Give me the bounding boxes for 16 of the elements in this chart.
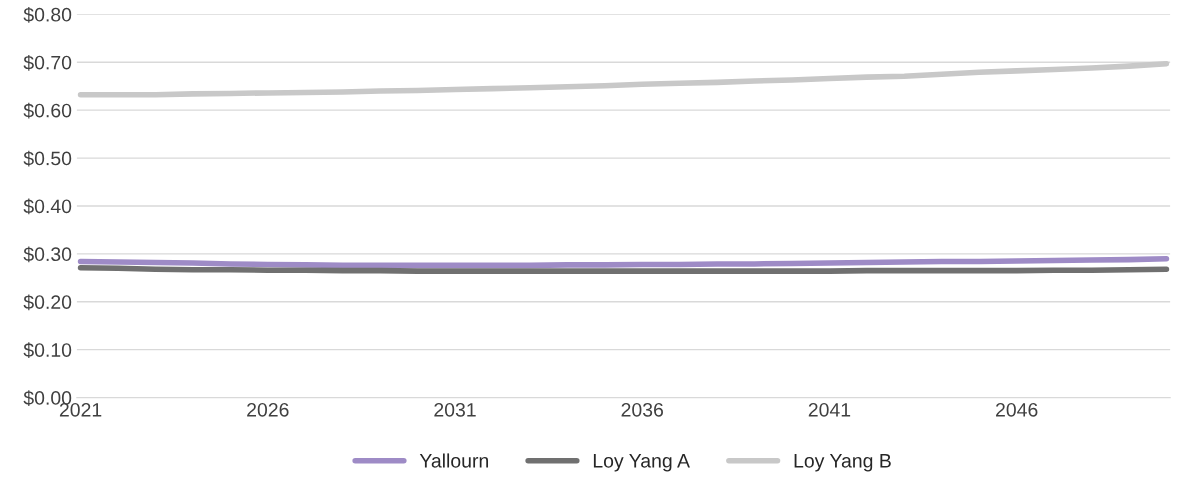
x-tick-label: 2046	[996, 402, 1038, 417]
x-tick-label: 2026	[247, 402, 289, 417]
y-tick-label: $0.30	[23, 246, 72, 263]
y-tick-label: $0.40	[23, 198, 72, 215]
y-tick-label: $0.50	[23, 150, 72, 167]
legend-label: Yallourn	[419, 453, 488, 468]
legend-label: Loy Yang B	[794, 454, 891, 472]
y-tick-label: $0.80	[23, 7, 72, 23]
y-tick-label: $0.60	[23, 102, 72, 119]
x-tick-label: 2031	[434, 402, 476, 417]
x-tick-label: 2041	[808, 402, 851, 417]
x-tick-label: 2036	[621, 402, 663, 417]
legend-label: Loy Yang A	[593, 454, 690, 472]
y-tick-label: $0.20	[23, 294, 72, 311]
y-tick-label: $0.70	[23, 54, 72, 71]
y-tick-label: $0.10	[23, 342, 72, 359]
